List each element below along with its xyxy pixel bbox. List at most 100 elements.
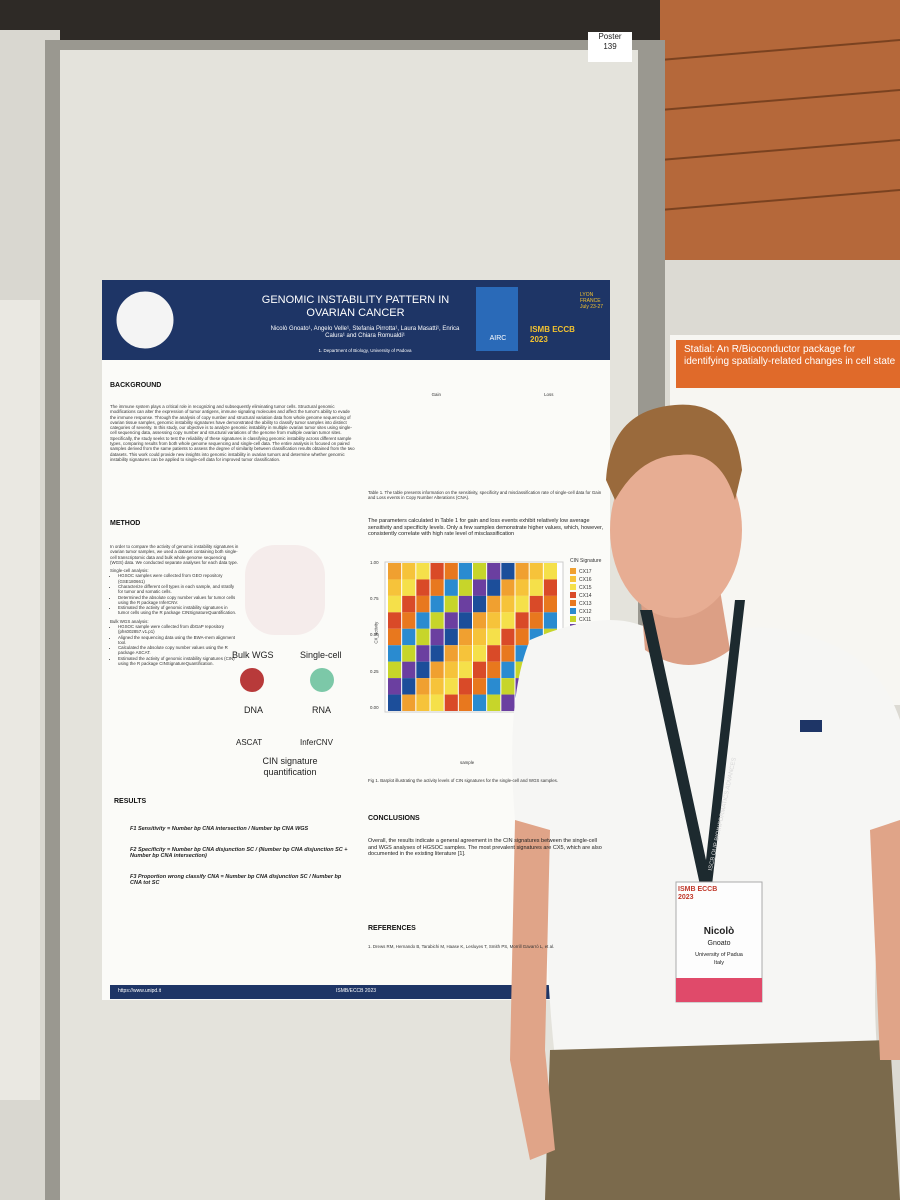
bar-segment bbox=[430, 645, 444, 662]
wood-wall bbox=[660, 0, 900, 260]
neighbor-header bbox=[676, 340, 900, 388]
bar-segment bbox=[501, 678, 515, 695]
unipd-logo bbox=[113, 288, 177, 352]
method-text: In order to compare the activity of geno… bbox=[110, 544, 240, 666]
y-ticks: 1.00 0.75 0.50 0.25 0.00 bbox=[370, 560, 379, 710]
section-heading: METHOD bbox=[110, 520, 141, 527]
bar-segment bbox=[487, 595, 501, 613]
step: Estimated the activity of genomic instab… bbox=[118, 656, 240, 667]
bar-segment bbox=[529, 579, 543, 596]
badge-country: Italy bbox=[713, 960, 725, 966]
bar-segment bbox=[416, 563, 430, 580]
body-illustration bbox=[245, 545, 325, 635]
bar-segment bbox=[416, 579, 430, 596]
summary: The parameters calculated in Table 1 for… bbox=[368, 518, 604, 538]
legend-swatch bbox=[570, 616, 576, 622]
bar-segment bbox=[430, 661, 444, 679]
section-text: Overall, the results indicate a general … bbox=[368, 838, 602, 858]
bar-segment bbox=[430, 563, 444, 580]
conference-place: LYON FRANCE July 23-27 bbox=[580, 292, 604, 310]
method-intro: In order to compare the activity of geno… bbox=[110, 544, 239, 565]
left-poster bbox=[0, 300, 40, 1100]
poster-affiliation: 1. Department of Biology, University of … bbox=[318, 348, 412, 353]
bar-segment bbox=[473, 579, 487, 596]
badge-event: ISMB ECCB 2023 bbox=[678, 886, 718, 902]
bar-segment bbox=[487, 563, 501, 580]
formulas: F1 Sensitivity = Number bp CNA intersect… bbox=[130, 826, 350, 901]
step: Calculated the absolute copy number valu… bbox=[118, 645, 240, 656]
bar-segment bbox=[458, 694, 472, 711]
bar-segment bbox=[487, 579, 501, 596]
bar-segment bbox=[388, 612, 402, 629]
bar-segment bbox=[501, 628, 515, 646]
bar-segment bbox=[388, 595, 402, 613]
wood-slats bbox=[659, 39, 900, 211]
bar-segment bbox=[458, 628, 472, 646]
figure-label: Single-cell bbox=[300, 650, 342, 660]
poster-header bbox=[102, 280, 610, 360]
section-heading: REFERENCES bbox=[368, 925, 416, 932]
section-heading: RESULTS bbox=[114, 798, 147, 805]
bar-segment bbox=[444, 694, 458, 711]
bar-segment bbox=[487, 678, 501, 695]
y-tick-label: 0.00 bbox=[370, 704, 379, 710]
bar-segment bbox=[444, 661, 458, 679]
y-tick-label: 0.25 bbox=[370, 668, 379, 674]
formula: F1 Sensitivity = Number bp CNA intersect… bbox=[130, 826, 309, 832]
bar-segment bbox=[430, 678, 444, 695]
tissue-icon bbox=[240, 668, 264, 692]
y-tick-label: 1.00 bbox=[370, 560, 379, 565]
x-axis-label: sample bbox=[460, 760, 475, 765]
bar-segment bbox=[430, 628, 444, 646]
bar-segment bbox=[416, 628, 430, 646]
bar-segment bbox=[416, 694, 430, 711]
bar-segment bbox=[444, 595, 458, 613]
bar-segment bbox=[430, 595, 444, 613]
figure-caption: Fig 1. Barplot illustrating the activity… bbox=[368, 778, 559, 783]
bar-segment bbox=[501, 661, 515, 679]
method-subheading: Bulk WGS analysis: bbox=[110, 618, 149, 624]
bar-segment bbox=[444, 612, 458, 629]
bar-segment bbox=[487, 612, 501, 629]
reference: 1. Drews RM, Hernando B, Tarabichi M, Ha… bbox=[368, 944, 555, 949]
right-arm bbox=[870, 820, 900, 1060]
bar-segment bbox=[416, 678, 430, 695]
footer-url: https://www.unipd.it bbox=[118, 988, 162, 994]
bar-segment bbox=[388, 661, 402, 679]
poster-authors: Nicolò Gnoato¹, Angelo Velle¹, Stefania … bbox=[270, 326, 460, 340]
bar-segment bbox=[515, 563, 529, 580]
method-subheading: Single-cell analysis: bbox=[110, 568, 149, 574]
table-head: Gain bbox=[431, 392, 441, 397]
bar-segment bbox=[444, 645, 458, 662]
y-tick-label: 0.75 bbox=[370, 596, 379, 602]
bar-segment bbox=[515, 579, 529, 596]
legend-title: CIN Signature bbox=[570, 558, 602, 564]
bar-segment bbox=[430, 579, 444, 596]
bar-segment bbox=[444, 563, 458, 580]
bar-segment bbox=[473, 661, 487, 679]
bar-segment bbox=[416, 645, 430, 662]
lanyard-strap bbox=[640, 600, 745, 885]
figure-label: Bulk WGS bbox=[232, 650, 274, 660]
footer-event: ISMB/ECCB 2023 bbox=[336, 988, 377, 994]
bar-segment bbox=[388, 645, 402, 662]
bar-segment bbox=[473, 678, 487, 695]
table: Gain Loss bbox=[380, 392, 605, 397]
bar-segment bbox=[473, 645, 487, 662]
step: Characterize different cell types in eac… bbox=[118, 584, 240, 595]
figure-label: DNA bbox=[244, 705, 264, 715]
bar-segment bbox=[529, 612, 543, 629]
bar-segment bbox=[430, 694, 444, 711]
bar-segment bbox=[402, 563, 416, 580]
bar-segment bbox=[388, 579, 402, 596]
conference-logo: ISMB ECCB 2023 bbox=[530, 325, 575, 344]
neighbor-title: Statial: An R/Bioconductor package for i… bbox=[684, 344, 896, 367]
section-heading: BACKGROUND bbox=[110, 382, 162, 389]
bar-segment bbox=[402, 661, 416, 679]
legend-swatch bbox=[570, 600, 576, 606]
badge-band bbox=[676, 978, 762, 1002]
shirt-logo bbox=[800, 720, 822, 732]
bar-segment bbox=[473, 612, 487, 629]
step-list: HGSOC samples were collected from GEO re… bbox=[110, 573, 240, 615]
